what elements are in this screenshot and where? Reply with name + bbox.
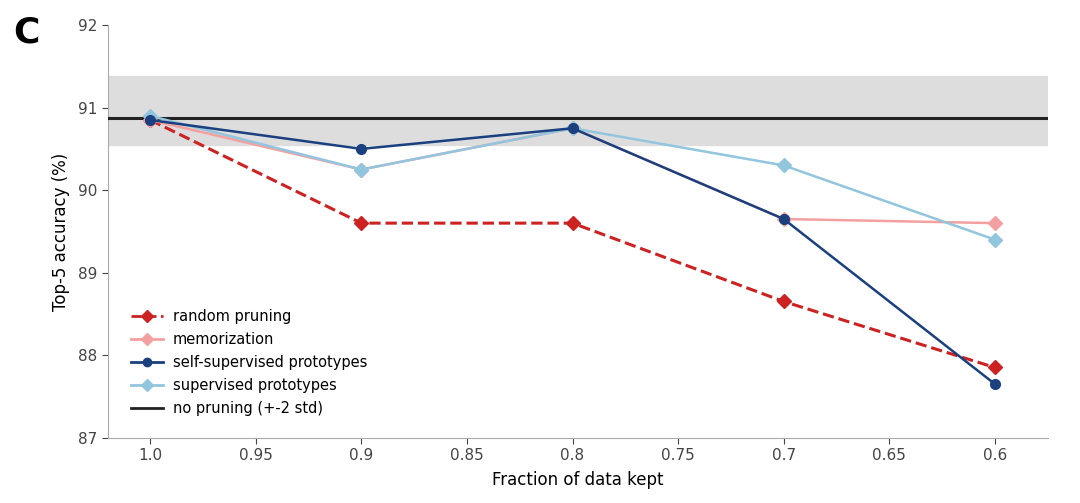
supervised prototypes bbox=[778, 162, 791, 169]
memorization bbox=[988, 220, 1001, 226]
Line: random pruning: random pruning bbox=[146, 115, 1000, 372]
random pruning bbox=[355, 220, 368, 226]
random pruning bbox=[988, 365, 1001, 371]
self-supervised prototypes bbox=[144, 117, 157, 123]
memorization bbox=[566, 125, 579, 131]
Legend: random pruning, memorization, self-supervised prototypes, supervised prototypes,: random pruning, memorization, self-super… bbox=[124, 303, 373, 422]
supervised prototypes bbox=[355, 166, 368, 173]
X-axis label: Fraction of data kept: Fraction of data kept bbox=[492, 471, 663, 489]
supervised prototypes bbox=[566, 125, 579, 131]
Text: C: C bbox=[13, 15, 39, 49]
Line: memorization: memorization bbox=[146, 115, 1000, 228]
random pruning bbox=[566, 220, 579, 226]
supervised prototypes bbox=[144, 113, 157, 119]
memorization bbox=[144, 117, 157, 123]
memorization bbox=[778, 216, 791, 222]
Y-axis label: Top-5 accuracy (%): Top-5 accuracy (%) bbox=[52, 152, 70, 310]
self-supervised prototypes bbox=[566, 125, 579, 131]
supervised prototypes bbox=[988, 236, 1001, 242]
random pruning bbox=[778, 298, 791, 304]
Line: supervised prototypes: supervised prototypes bbox=[146, 111, 1000, 244]
Bar bbox=[108, 76, 1048, 145]
self-supervised prototypes bbox=[355, 146, 368, 152]
Line: self-supervised prototypes: self-supervised prototypes bbox=[146, 115, 1000, 389]
self-supervised prototypes bbox=[778, 216, 791, 222]
self-supervised prototypes bbox=[988, 381, 1001, 387]
memorization bbox=[355, 166, 368, 173]
random pruning bbox=[144, 117, 157, 123]
